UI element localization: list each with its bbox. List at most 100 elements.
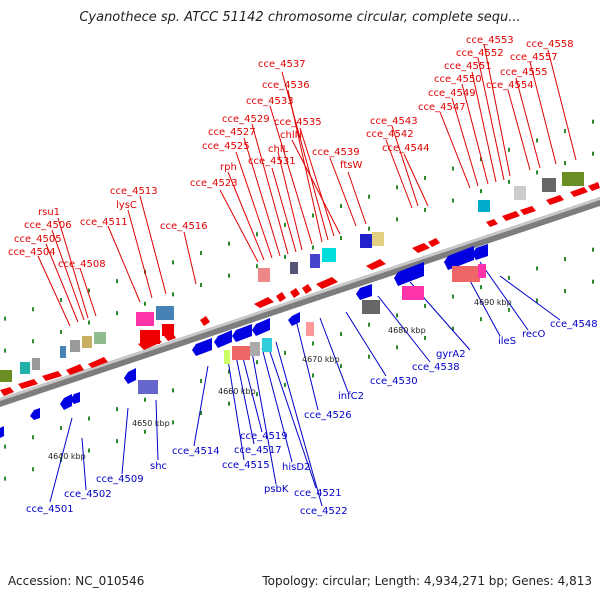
track-tick [228, 369, 230, 374]
track-tick [88, 416, 90, 421]
forward-gene [18, 379, 38, 389]
track-tick [480, 285, 482, 290]
track-tick [424, 303, 426, 308]
gene-label: cce_4535 [274, 117, 322, 128]
track-tick [536, 298, 538, 303]
feature-box [70, 340, 80, 352]
gene-label: chlN [280, 130, 302, 141]
gene-label: cce_4554 [486, 80, 534, 91]
track-tick [200, 411, 202, 415]
feature-box [156, 306, 174, 320]
gene-label: shc [150, 461, 167, 472]
track-tick [368, 226, 370, 231]
gene-label: cce_4522 [300, 506, 348, 517]
gene-label: cce_4509 [96, 474, 144, 485]
gene-label: cce_4501 [26, 504, 74, 515]
gene-label: cce_4544 [382, 143, 430, 154]
forward-gene [200, 316, 210, 326]
track-tick [480, 157, 482, 162]
track-tick [284, 382, 286, 387]
track-tick [200, 251, 202, 255]
track-tick [396, 345, 398, 350]
track-tick [32, 307, 34, 312]
track-tick [228, 273, 230, 278]
gene-label: cce_4511 [80, 217, 128, 228]
gene-label: cce_4514 [172, 446, 220, 457]
gene-label: cce_4531 [248, 156, 296, 167]
gene-label: cce_4543 [370, 116, 418, 127]
gene-label: cce_4525 [202, 141, 250, 152]
track-tick [256, 360, 258, 365]
forward-gene [66, 364, 84, 375]
reverse-gene [70, 392, 80, 404]
gene-label: cce_4550 [434, 74, 482, 85]
track-tick [592, 279, 594, 284]
reverse-gene [60, 394, 72, 410]
gene-label: cce_4555 [500, 67, 548, 78]
reverse-gene [0, 426, 4, 438]
gene-label: recO [522, 329, 546, 340]
forward-gene [588, 182, 600, 191]
feature-box [250, 342, 260, 356]
track-tick [32, 435, 34, 440]
top-gene-labels: cce_4504 cce_4505 cce_4506 rsu1 cce_4508… [8, 35, 574, 270]
track-tick [228, 401, 230, 406]
track-tick [116, 279, 118, 284]
track-tick [172, 292, 174, 297]
gene-label: cce_4538 [412, 362, 460, 373]
genome-backbone [0, 197, 600, 407]
track-tick [312, 245, 314, 250]
track-tick [60, 297, 62, 302]
forward-gene [302, 284, 312, 294]
feature-box [94, 332, 106, 344]
gene-label: cce_4504 [8, 247, 56, 258]
reverse-gene [288, 312, 300, 326]
reverse-gene [252, 318, 270, 336]
track-tick [144, 429, 146, 434]
reverse-gene [356, 284, 372, 300]
feature-box [0, 370, 12, 382]
forward-gene [276, 292, 286, 302]
track-tick [452, 326, 454, 331]
gene-label: cce_4533 [246, 96, 294, 107]
gene-label: cce_4517 [234, 445, 282, 456]
track-tick [368, 322, 370, 327]
track-tick [116, 439, 118, 444]
forward-gene [316, 277, 338, 289]
feature-box [306, 322, 314, 336]
track-tick [564, 129, 566, 134]
forward-gene [546, 195, 564, 205]
reverse-gene [444, 246, 474, 270]
gene-label: ileS [498, 336, 516, 347]
feature-box [542, 178, 556, 192]
track-tick [480, 189, 482, 194]
track-tick [228, 241, 230, 246]
track-tick [284, 222, 286, 227]
feature-box [360, 234, 372, 248]
track-tick [340, 364, 342, 369]
reverse-gene [124, 368, 136, 384]
feature-box [20, 362, 30, 374]
gene-label: cce_4547 [418, 102, 466, 113]
feature-box [372, 232, 384, 246]
gene-label: cce_4551 [444, 61, 492, 72]
gene-label: cce_4515 [222, 460, 270, 471]
gene-label: psbK [264, 484, 289, 495]
track-tick [592, 151, 594, 156]
feature-box [138, 380, 158, 394]
gene-label: cce_4557 [510, 52, 558, 63]
forward-gene [502, 211, 520, 221]
track-tick [200, 379, 202, 383]
track-tick [452, 166, 454, 171]
feature-box [262, 338, 272, 352]
track-tick [256, 232, 258, 237]
track-tick [424, 175, 426, 180]
feature-box [452, 266, 480, 282]
track-tick [396, 185, 398, 190]
gene-label: cce_4539 [312, 147, 360, 158]
track-tick [564, 257, 566, 262]
track-tick [396, 313, 398, 318]
gene-label: cce_4523 [190, 178, 238, 189]
gene-label: cce_4506 [24, 220, 72, 231]
forward-gene [254, 297, 274, 308]
